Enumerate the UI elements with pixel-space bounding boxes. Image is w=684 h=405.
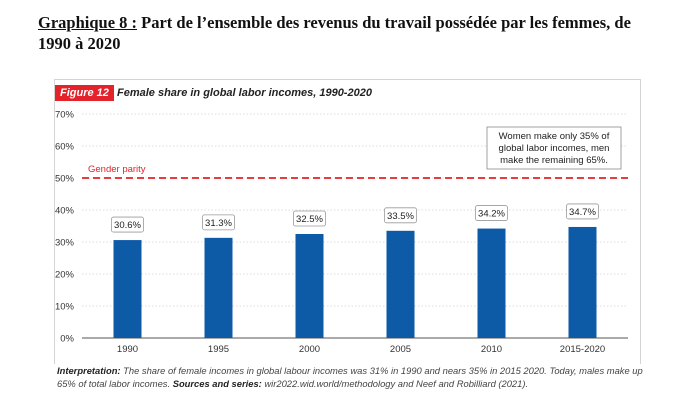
data-label: 30.6% bbox=[114, 220, 141, 231]
annotation-text: make the remaining 65%. bbox=[500, 155, 608, 166]
bar bbox=[386, 230, 415, 338]
annotation-box bbox=[486, 126, 622, 170]
x-tick-label: 1990 bbox=[117, 344, 138, 355]
sources-label: Sources and series: bbox=[172, 377, 262, 389]
gender-parity-label: Gender parity bbox=[88, 164, 146, 175]
bar bbox=[568, 226, 597, 338]
y-tick-label: 20% bbox=[55, 270, 75, 281]
data-label: 34.2% bbox=[478, 209, 505, 220]
x-tick-label: 2010 bbox=[481, 344, 502, 355]
annotation-text: Women make only 35% of bbox=[499, 131, 610, 142]
data-label: 32.5% bbox=[296, 214, 323, 225]
x-tick-label: 1995 bbox=[208, 344, 229, 355]
data-label-box bbox=[475, 205, 508, 221]
bar bbox=[113, 240, 142, 338]
y-tick-label: 40% bbox=[55, 206, 75, 217]
data-label: 31.3% bbox=[205, 218, 232, 229]
footnote: Interpretation: The share of female inco… bbox=[57, 365, 657, 390]
data-label-box bbox=[202, 214, 235, 231]
page-heading: Graphique 8 : Part de l’ensemble des rev… bbox=[38, 12, 658, 54]
data-label-box bbox=[111, 216, 144, 233]
data-label: 34.7% bbox=[569, 207, 596, 218]
data-label-box bbox=[384, 207, 417, 224]
interpretation-text: The share of female incomes in global la… bbox=[57, 365, 643, 389]
data-label-box bbox=[293, 210, 326, 227]
bar bbox=[204, 237, 233, 338]
y-tick-label: 60% bbox=[55, 142, 75, 153]
x-tick-label: 2000 bbox=[299, 344, 320, 355]
figure-tag: Figure 12 bbox=[55, 85, 114, 101]
y-tick-label: 0% bbox=[60, 334, 74, 345]
heading-label: Graphique 8 : bbox=[38, 13, 138, 32]
sources-text: wir2022.wid.world/methodology and Neef a… bbox=[261, 377, 529, 389]
y-tick-label: 30% bbox=[55, 238, 75, 249]
figure-title: Female share in global labor incomes, 19… bbox=[117, 87, 372, 99]
interpretation-label: Interpretation: bbox=[57, 365, 121, 376]
y-tick-label: 50% bbox=[55, 174, 75, 185]
data-label-box bbox=[566, 203, 599, 220]
x-tick-label: 2005 bbox=[390, 344, 411, 355]
figure-frame bbox=[54, 79, 641, 364]
x-tick-label: 2015-2020 bbox=[560, 344, 605, 355]
annotation-text: global labor incomes, men bbox=[499, 143, 610, 154]
y-tick-label: 70% bbox=[55, 110, 75, 121]
bar bbox=[477, 228, 506, 338]
bar bbox=[295, 234, 324, 338]
data-label: 33.5% bbox=[387, 211, 414, 222]
y-tick-label: 10% bbox=[55, 302, 75, 313]
heading-text: Part de l’ensemble des revenus du travai… bbox=[38, 13, 631, 53]
